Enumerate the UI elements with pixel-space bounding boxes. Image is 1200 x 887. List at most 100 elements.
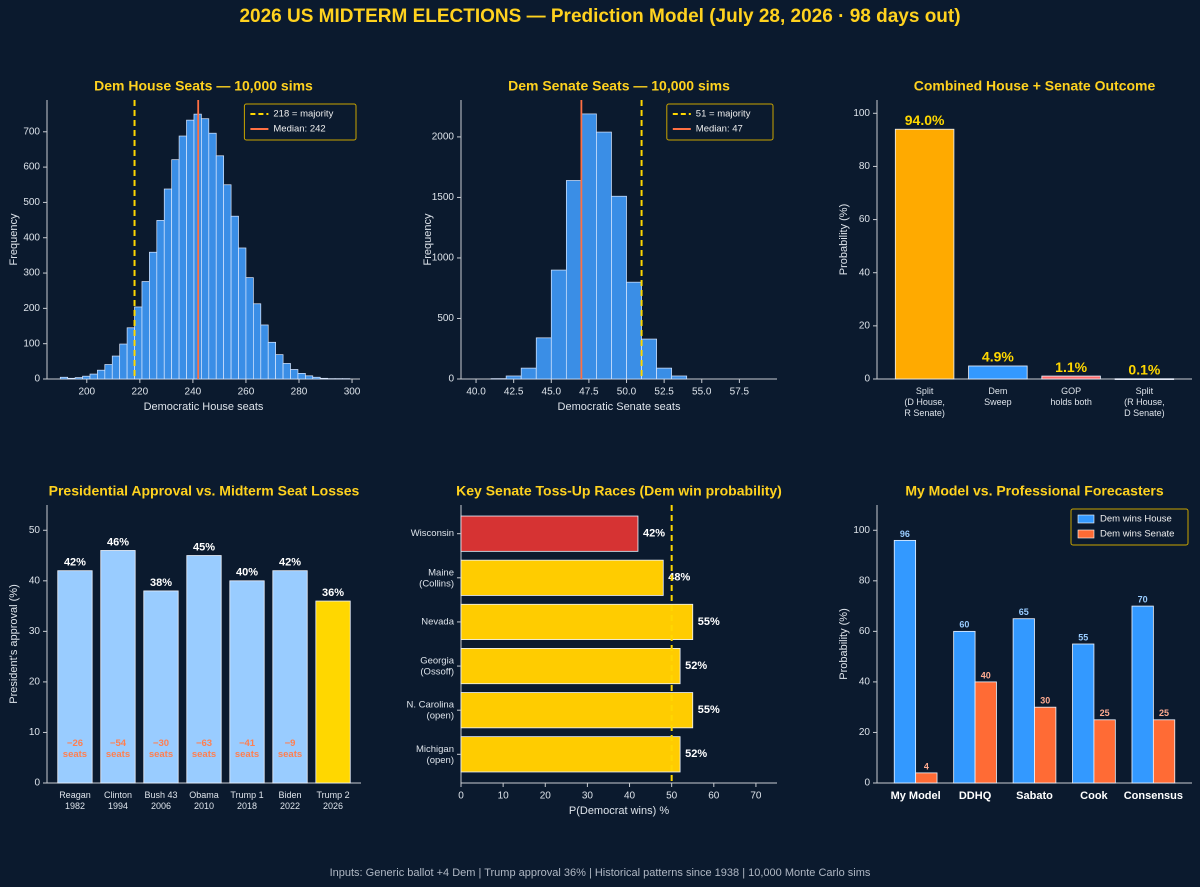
- annotation: −30 seats: [149, 738, 173, 760]
- y-tick-label: 200: [23, 303, 40, 314]
- bar: [460, 515, 639, 552]
- y-axis-label: Frequency: [422, 213, 434, 265]
- y-axis-label: Frequency: [8, 213, 20, 265]
- bar: [915, 772, 938, 784]
- text-line: Obama: [189, 790, 219, 800]
- legend-box: [666, 103, 774, 141]
- y-tick-label: 500: [437, 313, 454, 324]
- y-axis-label: Probability (%): [838, 608, 850, 680]
- chart-title: Combined House + Senate Outcome: [914, 78, 1156, 94]
- text-line: GOP: [1061, 386, 1081, 396]
- x-tick-label: 50.0: [617, 387, 637, 398]
- text-line: 1994: [108, 801, 128, 811]
- y-tick-label: Georgia (Ossoff): [420, 655, 455, 677]
- text-line: Reagan: [59, 790, 91, 800]
- y-tick-label: 0: [448, 374, 454, 385]
- x-tick-label: 300: [344, 387, 361, 398]
- x-axis-label: Democratic House seats: [144, 401, 264, 413]
- bar: [57, 570, 93, 784]
- text-line: Michigan: [416, 743, 454, 754]
- y-tick-label: 100: [853, 108, 870, 119]
- legend-label: Median: 47: [696, 124, 743, 135]
- bar: [1093, 719, 1116, 784]
- text-line: 2026: [323, 801, 343, 811]
- y-tick-label: Wisconsin: [411, 528, 454, 539]
- histogram-bar: [260, 324, 269, 380]
- legend-box: [1070, 508, 1189, 546]
- text-line: R Senate): [904, 408, 945, 418]
- bar: [460, 648, 681, 685]
- text-line: seats: [149, 749, 173, 760]
- bar: [460, 692, 694, 729]
- bar: [100, 550, 136, 784]
- value-label: 46%: [107, 536, 129, 548]
- value-label: 52%: [685, 748, 707, 760]
- y-axis-label: President's approval (%): [8, 584, 20, 704]
- x-tick-label: Sabato: [1016, 790, 1053, 802]
- histogram-bar: [671, 375, 688, 380]
- text-line: Biden: [279, 790, 302, 800]
- bar: [460, 559, 664, 596]
- legend-label: 51 = majority: [696, 109, 751, 120]
- text-line: Georgia: [420, 655, 455, 666]
- legend-symbol: [1077, 514, 1095, 524]
- histogram-bar: [111, 355, 121, 380]
- value-label: 55%: [698, 704, 720, 716]
- y-tick-label: 2000: [432, 132, 455, 143]
- value-label: 30: [1040, 696, 1050, 706]
- y-tick-label: 0: [34, 778, 40, 789]
- legend-box: [243, 103, 357, 141]
- value-label: 55%: [698, 616, 720, 628]
- text-line: Dem: [988, 386, 1007, 396]
- x-tick-label: 240: [185, 387, 202, 398]
- histogram-bar: [149, 251, 158, 380]
- x-tick-label: DDHQ: [959, 790, 992, 802]
- histogram-bar: [297, 372, 306, 380]
- x-tick-label: 200: [78, 387, 95, 398]
- value-label: 94.0%: [905, 112, 945, 128]
- value-label: 4: [924, 761, 929, 771]
- histogram-bar: [282, 363, 291, 380]
- y-tick-label: 0: [864, 374, 870, 385]
- annotation: −63 seats: [192, 738, 216, 760]
- text-line: Split: [1136, 386, 1154, 396]
- chart-title: Presidential Approval vs. Midterm Seat L…: [49, 483, 360, 499]
- y-tick-label: 10: [29, 727, 41, 738]
- legend-label: Dem wins House: [1100, 514, 1172, 525]
- histogram-bar: [596, 131, 612, 380]
- x-tick-label: Split (R House, D Senate): [1124, 386, 1165, 418]
- footer: Inputs: Generic ballot +4 Dem | Trump ap…: [330, 867, 871, 879]
- histogram-bar: [97, 369, 106, 380]
- annotation: −9 seats: [278, 738, 302, 760]
- text-line: seats: [106, 749, 130, 760]
- histogram-bar: [505, 375, 522, 380]
- legend-label: 218 = majority: [273, 109, 333, 120]
- annotation: −54 seats: [106, 738, 130, 760]
- y-tick-label: 50: [29, 525, 41, 536]
- text-line: seats: [235, 749, 259, 760]
- bar: [1041, 375, 1101, 380]
- bar: [1072, 643, 1095, 784]
- text-line: seats: [192, 749, 216, 760]
- x-tick-label: 70: [750, 791, 762, 802]
- x-tick-label: 40: [624, 791, 636, 802]
- histogram-bar: [312, 376, 321, 380]
- y-tick-label: Nevada: [421, 616, 454, 627]
- y-tick-label: 20: [29, 677, 41, 688]
- histogram-bar: [141, 281, 150, 380]
- bar: [1114, 378, 1175, 380]
- x-tick-label: 40.0: [466, 387, 486, 398]
- value-label: 42%: [279, 557, 301, 569]
- y-axis-label: Probability (%): [838, 204, 850, 276]
- x-tick-label: Bush 43 2006: [144, 790, 177, 811]
- text-line: (open): [427, 754, 454, 765]
- chart-title: Dem House Seats — 10,000 sims: [94, 78, 313, 94]
- bar: [272, 570, 308, 784]
- text-line: N. Carolina: [406, 699, 454, 710]
- text-line: seats: [63, 749, 87, 760]
- y-tick-label: 100: [853, 525, 870, 536]
- histogram-bar: [611, 195, 627, 380]
- x-tick-label: 57.5: [730, 387, 750, 398]
- histogram-bar: [656, 367, 673, 380]
- text-line: Maine: [428, 567, 454, 578]
